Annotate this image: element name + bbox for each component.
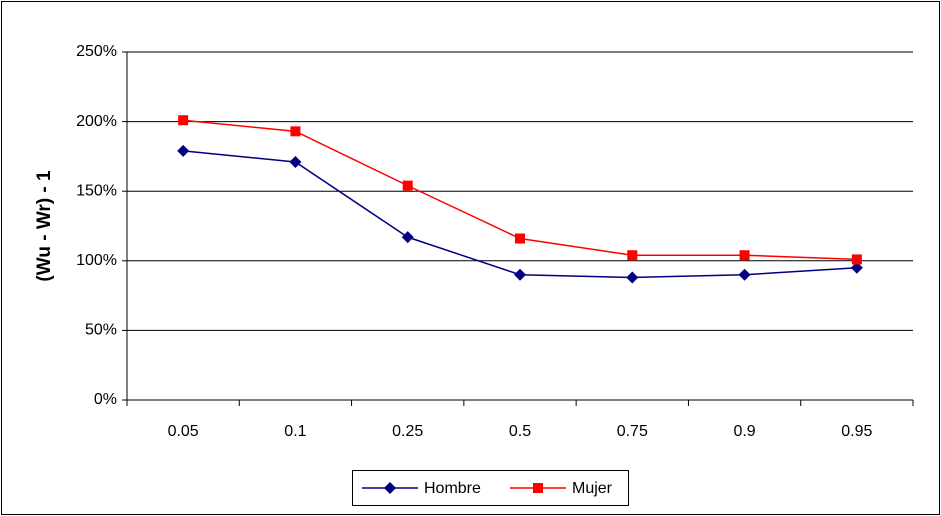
x-tick-label: 0.5 (509, 423, 531, 440)
y-tick-label: 200% (76, 113, 117, 130)
marker (384, 482, 396, 494)
x-tick-label: 0.75 (617, 423, 648, 440)
x-tick-label: 0.9 (733, 423, 755, 440)
marker (289, 155, 302, 168)
marker (533, 483, 543, 493)
y-tick-label: 250% (76, 43, 117, 60)
marker (851, 254, 862, 265)
marker (178, 115, 189, 126)
marker (850, 261, 863, 274)
marker (402, 180, 413, 191)
x-tick-label: 0.95 (841, 423, 872, 440)
marker (177, 144, 190, 157)
marker (401, 231, 414, 244)
y-tick-label: 150% (76, 182, 117, 199)
x-tick-label: 0.1 (284, 423, 306, 440)
legend-label: Mujer (572, 480, 613, 497)
marker (627, 250, 638, 261)
x-tick-label: 0.05 (168, 423, 199, 440)
y-axis-label: (Wu - Wr) - 1 (34, 170, 55, 282)
y-tick-label: 0% (94, 391, 117, 408)
marker (290, 126, 301, 137)
marker (515, 233, 525, 244)
marker (738, 268, 751, 281)
y-tick-label: 50% (85, 322, 117, 339)
x-tick-label: 0.25 (392, 423, 423, 440)
marker (739, 250, 750, 261)
y-tick-label: 100% (76, 252, 117, 269)
marker (626, 271, 639, 284)
legend-label: Hombre (424, 480, 481, 497)
marker (514, 268, 526, 281)
